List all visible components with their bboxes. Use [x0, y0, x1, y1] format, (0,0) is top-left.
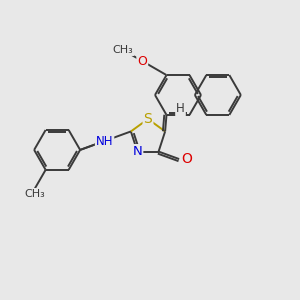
- Text: O: O: [181, 152, 192, 166]
- Text: CH₃: CH₃: [113, 45, 134, 55]
- Text: CH₃: CH₃: [24, 189, 45, 199]
- Text: H: H: [176, 102, 185, 116]
- Text: NH: NH: [96, 134, 113, 148]
- Text: N: N: [133, 145, 142, 158]
- Text: S: S: [144, 112, 152, 126]
- Text: O: O: [137, 55, 147, 68]
